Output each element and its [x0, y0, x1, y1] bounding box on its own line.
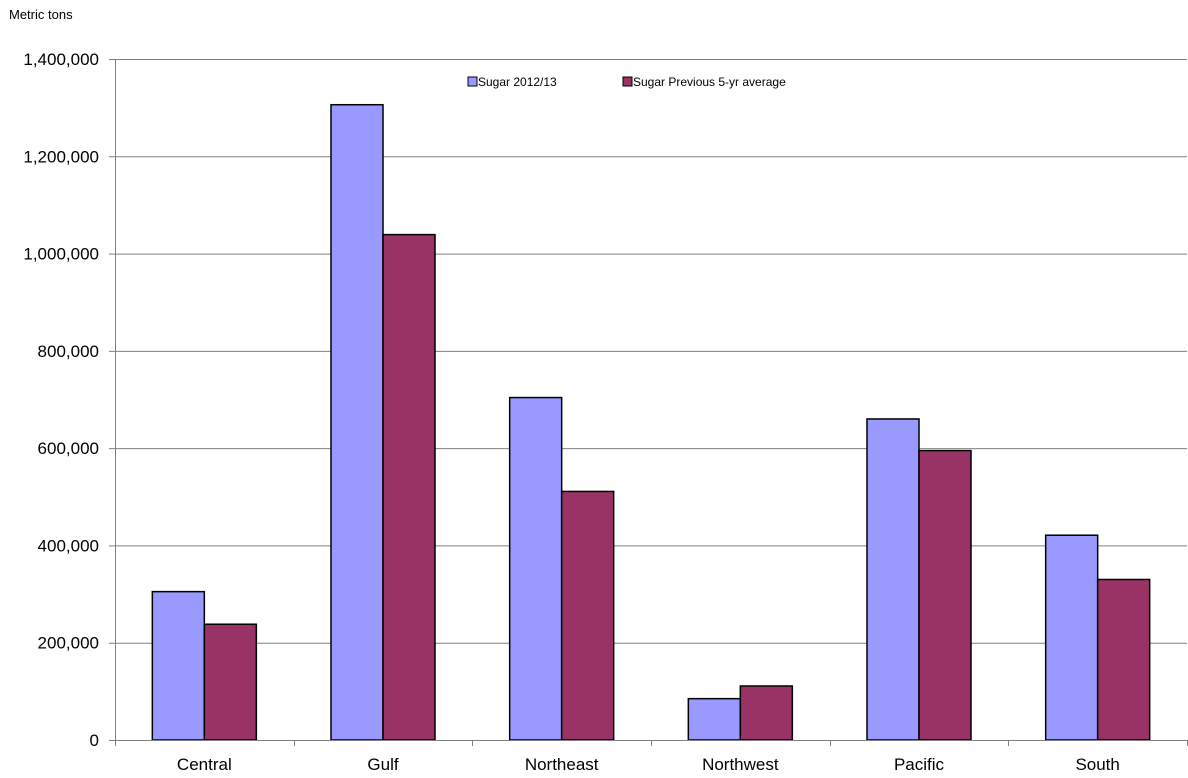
bar-gulf-series-2 — [382, 233, 436, 741]
x-tick-label: Central — [177, 755, 232, 774]
axes — [115, 59, 1187, 741]
y-axis-title: Metric tons — [9, 7, 73, 22]
x-axis-ticks: Central Gulf Northeast Northwest Pacific Sout… — [115, 740, 1188, 774]
bar-northwest-series-1 — [687, 697, 742, 741]
x-tick-label: Northwest — [702, 755, 779, 774]
y-tick-label: 1,400,000 — [23, 50, 99, 69]
bar-northeast-series-2 — [560, 490, 615, 741]
legend-swatch — [622, 76, 633, 87]
x-tick-label: Pacific — [894, 755, 945, 774]
x-tick-label: Northeast — [525, 755, 599, 774]
x-tick-label: South — [1075, 755, 1119, 774]
bar-central-series-2 — [203, 623, 258, 741]
y-tick-label: 800,000 — [38, 342, 99, 361]
legend-label: Sugar 2012/13 — [478, 75, 557, 89]
bars — [151, 103, 1151, 741]
y-tick-label: 200,000 — [38, 634, 99, 653]
bar-south-series-2 — [1096, 578, 1151, 741]
gridlines — [115, 59, 1187, 644]
bar-northwest-series-2 — [739, 685, 794, 741]
legend-label: Sugar Previous 5-yr average — [633, 75, 786, 89]
y-tick-label: 0 — [90, 731, 99, 750]
y-tick-label: 1,000,000 — [23, 245, 99, 264]
bar-pacific-series-1 — [866, 418, 920, 741]
legend: Sugar 2012/13 Sugar Previous 5-yr average — [467, 75, 786, 89]
bar-northeast-series-1 — [508, 396, 563, 741]
y-tick-label: 400,000 — [38, 536, 99, 555]
bar-central-series-1 — [151, 590, 206, 741]
bar-south-series-1 — [1044, 534, 1099, 741]
bar-pacific-series-2 — [918, 449, 972, 741]
y-tick-label: 600,000 — [38, 439, 99, 458]
x-tick-label: Gulf — [367, 755, 398, 774]
legend-swatch — [467, 76, 478, 87]
bar-gulf-series-1 — [330, 103, 384, 741]
y-tick-label: 1,200,000 — [23, 147, 99, 166]
y-axis-ticks: 0 200,000 400,000 600,000 800,000 1,000,000 1,… — [23, 50, 115, 750]
